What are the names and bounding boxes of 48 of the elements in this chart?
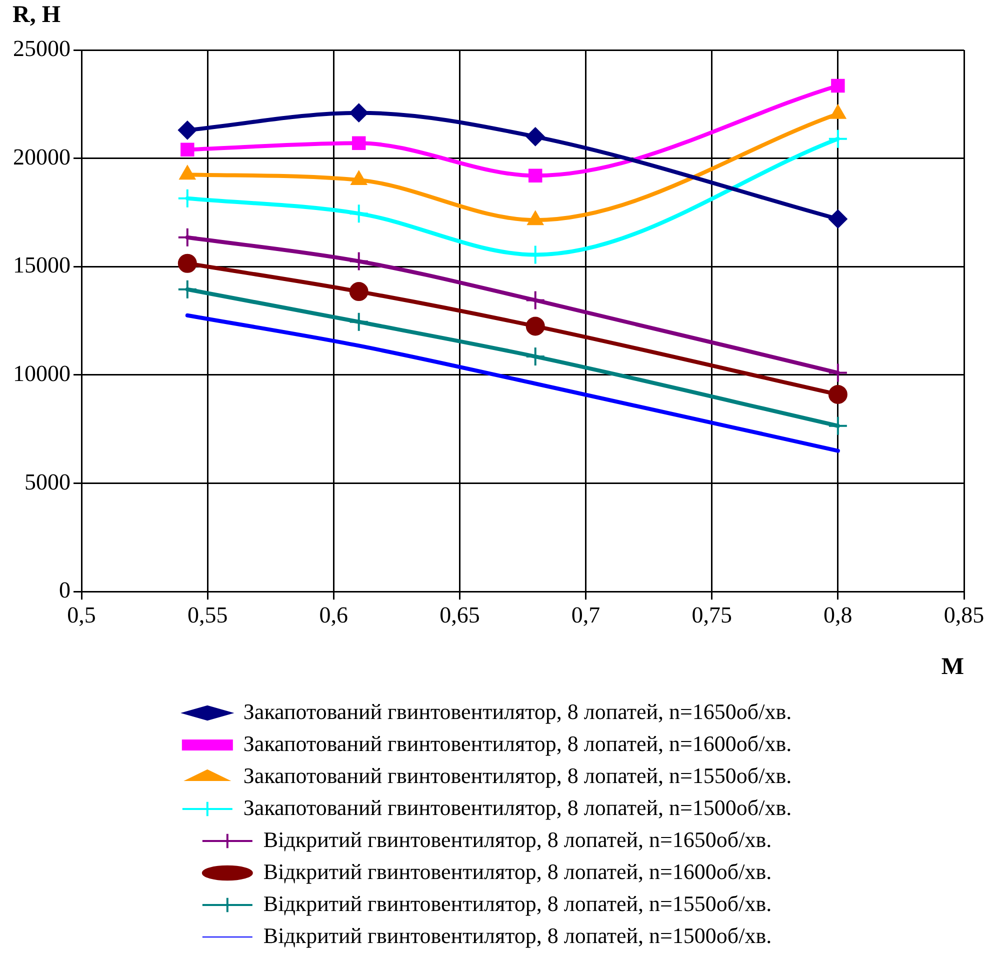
point — [178, 254, 197, 273]
point — [349, 282, 368, 302]
y-tick-label: 20000 — [13, 144, 70, 170]
point — [828, 384, 848, 404]
line-series — [185, 313, 840, 453]
x-tick-label: 0,5 — [67, 602, 96, 628]
point — [831, 78, 845, 93]
legend-label: Відкритий гвинтовентилятор, 8 лопатей, n=1600об/хв. — [263, 858, 772, 884]
point — [352, 136, 366, 150]
point — [526, 127, 545, 146]
y-axis-title: R, Н — [12, 2, 61, 28]
x-tick-label: 0,8 — [824, 602, 852, 628]
point — [526, 316, 545, 336]
point — [348, 251, 369, 272]
y-tick-label: 15000 — [13, 252, 70, 278]
point — [177, 279, 198, 300]
point — [828, 362, 848, 383]
legend-label: Закапотований гвинтовентилятор, 8 лопатей, n=1550об/хв. — [243, 762, 792, 788]
x-tick-label: 0,6 — [319, 602, 348, 628]
x-axis-title: М — [941, 654, 964, 680]
point — [177, 227, 198, 248]
legend-label: Відкритий гвинтовентилятор, 8 лопатей, n=1650об/хв. — [263, 826, 772, 852]
point — [348, 312, 369, 332]
y-tick-label: 5000 — [24, 469, 70, 494]
point — [178, 120, 197, 140]
point — [180, 142, 194, 157]
point — [528, 168, 542, 183]
x-tick-label: 0,85 — [944, 602, 984, 628]
x-tick-label: 0,65 — [440, 602, 480, 628]
point — [177, 188, 198, 208]
x-tick-label: 0,55 — [187, 602, 228, 628]
point — [349, 103, 368, 122]
point — [828, 209, 848, 228]
point — [828, 128, 848, 149]
legend-label: Закапотований гвинтовентилятор, 8 лопатей, n=1500об/хв. — [243, 794, 792, 820]
y-tick-label: 25000 — [13, 36, 70, 62]
x-tick-label: 0,75 — [692, 602, 732, 628]
legend-label: Закапотований гвинтовентилятор, 8 лопатей, n=1600об/хв. — [243, 730, 792, 756]
point — [828, 416, 848, 436]
legend-label: Відкритий гвинтовентилятор, 8 лопатей, n=1500об/хв. — [263, 922, 772, 948]
legend-label: Закапотований гвинтовентилятор, 8 лопатей, n=1650об/хв. — [243, 698, 792, 724]
y-tick-label: 10000 — [13, 361, 70, 386]
point — [348, 204, 369, 224]
y-tick-label: 0 — [59, 578, 70, 603]
x-tick-label: 0,7 — [571, 602, 600, 628]
legend-label: Відкритий гвинтовентилятор, 8 лопатей, n=1550об/хв. — [263, 890, 772, 916]
point — [525, 346, 546, 367]
point — [525, 290, 546, 310]
